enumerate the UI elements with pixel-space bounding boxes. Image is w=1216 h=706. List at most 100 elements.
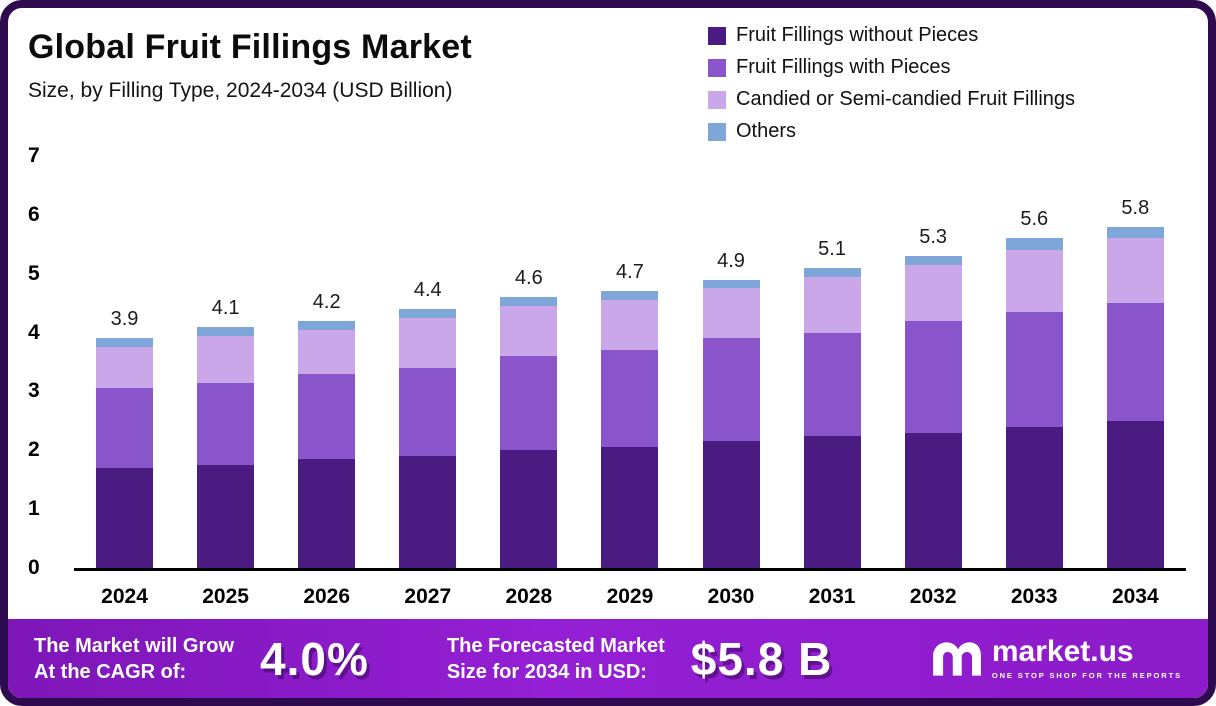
bar-segment-1 (1106, 303, 1164, 421)
brand: market.us ONE STOP SHOP FOR THE REPORTS (930, 637, 1182, 680)
footer-banner: The Market will Grow At the CAGR of: 4.0… (8, 619, 1208, 698)
bar-segment-2 (298, 329, 356, 374)
bar-2031: 5.1 (782, 156, 883, 568)
brand-text: market.us ONE STOP SHOP FOR THE REPORTS (991, 637, 1182, 681)
chart-header: Global Fruit Fillings Market Size, by Fi… (28, 22, 1186, 152)
bar-2028: 4.6 (478, 156, 579, 568)
bar-segment-3 (803, 267, 861, 277)
page-title: Global Fruit Fillings Market (28, 28, 472, 66)
bar-2034: 5.8 (1085, 156, 1186, 568)
bar-2026: 4.2 (276, 156, 377, 568)
bar-segment-1 (197, 382, 255, 465)
chart-section: Global Fruit Fillings Market Size, by Fi… (8, 8, 1208, 619)
bar-total-label: 4.1 (211, 296, 240, 319)
bar-segment-3 (904, 256, 962, 265)
bar-segment-2 (96, 347, 154, 389)
bar-segment-0 (298, 459, 356, 568)
legend-item-2: Candied or Semi-candied Fruit Fillings (708, 88, 1186, 111)
bar-segment-3 (1106, 226, 1164, 239)
bar-2029: 4.7 (579, 156, 680, 568)
plot-wrap: 3.9 4.1 4.2 4.4 4.6 4.7 4.9 5.1 5.3 5.6 5.8 2024 20… (74, 156, 1186, 619)
bar-segment-0 (601, 447, 659, 568)
bar-segment-1 (601, 350, 659, 448)
bar-total-label: 4.9 (717, 249, 745, 272)
bar-segment-3 (298, 320, 356, 330)
bar-stack (702, 279, 760, 568)
y-tick-4: 4 (28, 320, 40, 344)
bar-stack (298, 320, 356, 568)
bar-segment-1 (96, 388, 154, 468)
bar-segment-2 (702, 288, 760, 339)
cagr-value: 4.0% (260, 632, 369, 685)
x-tick-2034: 2034 (1111, 585, 1159, 608)
bar-total-label: 4.6 (514, 267, 543, 290)
x-tick-2025: 2025 (202, 585, 249, 608)
bar-total-label: 4.2 (312, 290, 341, 313)
plot-area: 3.9 4.1 4.2 4.4 4.6 4.7 4.9 5.1 5.3 5.6 5.8 (74, 156, 1186, 568)
bar-2025: 4.1 (175, 156, 276, 568)
bar-stack (197, 326, 255, 568)
forecast-label: The Forecasted Market Size for 2034 in U… (447, 633, 665, 685)
forecast-label-line2: Size for 2034 in USD: (446, 660, 647, 683)
bar-stack (399, 309, 457, 568)
legend-item-0: Fruit Fillings without Pieces (708, 24, 1186, 47)
bar-segment-3 (702, 279, 760, 289)
x-tick-2030: 2030 (707, 585, 755, 608)
bar-segment-2 (1005, 250, 1063, 312)
y-tick-7: 7 (28, 144, 40, 167)
y-tick-6: 6 (28, 202, 40, 226)
bar-segment-0 (702, 441, 760, 568)
legend-item-1: Fruit Fillings with Pieces (708, 56, 1186, 79)
bar-segment-0 (1106, 420, 1164, 568)
legend-label: Candied or Semi-candied Fruit Fillings (736, 88, 1076, 110)
bar-segment-0 (197, 464, 255, 568)
x-tick-2027: 2027 (404, 585, 452, 608)
legend-label: Fruit Fillings with Pieces (736, 56, 951, 78)
bar-segment-1 (399, 367, 457, 457)
legend-label: Fruit Fillings without Pieces (736, 24, 979, 46)
y-tick-3: 3 (28, 379, 40, 403)
bar-segment-1 (1005, 311, 1063, 427)
y-tick-1: 1 (28, 497, 40, 521)
bar-total-label: 4.7 (616, 261, 644, 284)
brand-tagline: ONE STOP SHOP FOR THE REPORTS (991, 671, 1182, 680)
bar-segment-3 (500, 297, 558, 307)
legend-item-3: Others (708, 120, 1186, 143)
bar-2030: 4.9 (680, 156, 781, 568)
x-tick-2028: 2028 (505, 585, 553, 608)
bar-total-label: 5.3 (919, 226, 948, 249)
x-tick-2032: 2032 (909, 585, 957, 608)
bar-stack (803, 267, 861, 568)
bar-2024: 3.9 (74, 156, 175, 568)
bar-segment-1 (904, 320, 962, 433)
chart: 0 1 2 3 4 5 6 7 3.9 4.1 4.2 4.4 4.6 4.7 4.9 5.1 5.3 5.6 5… (28, 144, 1186, 619)
y-tick-2: 2 (28, 438, 40, 462)
bar-segment-0 (803, 435, 861, 568)
marketus-logo-icon (932, 641, 981, 676)
cagr-label-line2: At the CAGR of: (34, 660, 187, 683)
bar-stack (1005, 238, 1063, 568)
x-axis-labels: 2024 2025 2026 2027 2028 2029 2030 2031 2032 2033… (74, 571, 1186, 619)
legend-swatch (708, 58, 726, 77)
x-axis-line (74, 568, 1186, 571)
bar-segment-3 (601, 291, 659, 301)
bar-stack (96, 338, 154, 568)
bar-stack (1106, 226, 1164, 568)
legend: Fruit Fillings without Pieces Fruit Filli… (708, 22, 1186, 152)
chart-titles: Global Fruit Fillings Market Size, by Fi… (28, 22, 472, 103)
bar-total-label: 5.6 (1020, 208, 1049, 231)
x-tick-2024: 2024 (101, 585, 148, 608)
x-tick-2026: 2026 (303, 585, 351, 608)
bar-total-label: 5.8 (1121, 196, 1150, 219)
bar-segment-1 (702, 338, 760, 442)
cagr-label-line1: The Market will Grow (34, 634, 235, 657)
bar-segment-3 (197, 326, 255, 336)
bar-segment-2 (197, 335, 255, 383)
bar-segment-1 (500, 356, 558, 451)
legend-swatch (708, 122, 726, 141)
bar-segment-0 (500, 450, 558, 568)
bar-segment-2 (803, 276, 861, 333)
bar-segment-0 (1005, 426, 1063, 568)
forecast-value: $5.8 B (690, 632, 833, 685)
bar-total-label: 3.9 (110, 308, 139, 331)
